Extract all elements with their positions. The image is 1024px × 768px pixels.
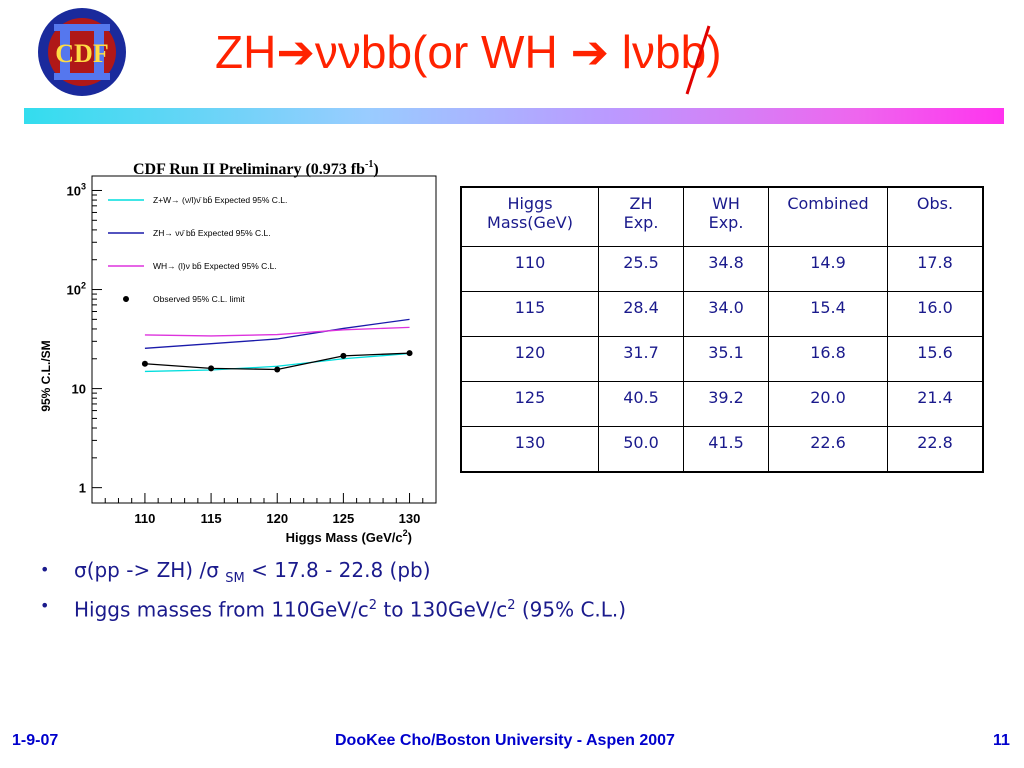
- header-combined: Combined: [768, 186, 888, 247]
- table-cell: 22.6: [768, 426, 888, 473]
- logo-text: CDF: [55, 39, 108, 68]
- x-tick-label: 130: [399, 511, 421, 526]
- table-cell: 40.5: [598, 381, 684, 427]
- title-mid: bb(or WH: [360, 26, 571, 78]
- y-tick-label: 103: [67, 181, 86, 198]
- table-cell: 31.7: [598, 336, 684, 382]
- x-tick-label: 125: [333, 511, 355, 526]
- strike-mark: [685, 25, 711, 95]
- table-cell: 35.1: [683, 336, 769, 382]
- table-cell: 15.6: [887, 336, 984, 382]
- header-wh: WH Exp.: [683, 186, 769, 247]
- data-point: [406, 350, 413, 357]
- y-tick-label: 102: [67, 281, 86, 298]
- table-cell: 41.5: [683, 426, 769, 473]
- header-zh: ZH Exp.: [598, 186, 684, 247]
- title-suffix: bb): [655, 26, 722, 78]
- data-point: [274, 366, 281, 373]
- slide-title: ZH➔ννbb(or WH ➔ lνbb): [215, 22, 722, 82]
- arrow-icon: ➔: [276, 26, 315, 78]
- chart-legend: Z+W→ (ν/l)ν̄ bb̄ Expected 95% C.L. ZH→ νν…: [108, 195, 287, 304]
- cdf-logo: CDF: [38, 8, 126, 96]
- table-row: 110 25.5 34.8 14.9 17.8: [460, 246, 984, 292]
- legend-marker: [123, 296, 129, 302]
- chart-plot-area: [141, 318, 413, 373]
- table-row: 125 40.5 39.2 20.0 21.4: [460, 381, 984, 427]
- table-cell: 14.9: [768, 246, 888, 292]
- table-cell: 16.0: [887, 291, 984, 337]
- table-row: 130 50.0 41.5 22.6 22.8: [460, 426, 984, 473]
- table-cell: 125: [460, 381, 599, 427]
- table-cell: 120: [460, 336, 599, 382]
- x-axis-label: Higgs Mass (GeV/c2): [286, 528, 412, 545]
- table-cell: 110: [460, 246, 599, 292]
- data-point: [208, 365, 215, 372]
- arrow-icon: ➔: [570, 26, 622, 78]
- table-header-row: Higgs Mass(GeV) ZH Exp. WH Exp. Combined Ob…: [460, 186, 984, 247]
- data-point: [141, 360, 148, 367]
- legend-label: ZH→ νν̄ bb̄ Expected 95% C.L.: [153, 228, 271, 238]
- x-tick-label: 115: [201, 511, 222, 526]
- limits-table: Higgs Mass(GeV) ZH Exp. WH Exp. Combined Ob…: [460, 186, 984, 473]
- legend-label: Observed 95% C.L. limit: [153, 294, 245, 304]
- limit-chart: CDF Run II Preliminary (0.973 fb-1) 95% …: [39, 159, 437, 545]
- table-cell: 17.8: [887, 246, 984, 292]
- bullet-marker: •: [40, 560, 50, 579]
- table-cell: 21.4: [887, 381, 984, 427]
- footer-author: DooKee Cho/Boston University - Aspen 200…: [335, 732, 675, 749]
- table-cell: 16.8: [768, 336, 888, 382]
- table-cell: 50.0: [598, 426, 684, 473]
- gradient-divider: [24, 108, 1004, 124]
- y-tick-label: 1: [79, 481, 86, 496]
- table-cell: 130: [460, 426, 599, 473]
- bullet-text: Higgs masses from 110GeV/c2 to 130GeV/c2…: [74, 597, 627, 622]
- title-nu2: ν: [632, 26, 656, 78]
- table-cell: 22.8: [887, 426, 984, 473]
- legend-label: Z+W→ (ν/l)ν̄ bb̄ Expected 95% C.L.: [153, 195, 287, 205]
- title-nu: νν: [314, 26, 361, 78]
- table-cell: 28.4: [598, 291, 684, 337]
- table-cell: 25.5: [598, 246, 684, 292]
- table-cell: 20.0: [768, 381, 888, 427]
- data-point: [340, 352, 347, 359]
- series-line-1: [144, 318, 410, 349]
- title-prefix: ZH: [215, 26, 277, 78]
- title-l: l: [621, 26, 633, 78]
- table-cell: 39.2: [683, 381, 769, 427]
- y-axis-label: 95% C.L./SM: [39, 340, 53, 411]
- table-row: 120 31.7 35.1 16.8 15.6: [460, 336, 984, 382]
- series-line-2: [144, 326, 410, 337]
- x-tick-label: 120: [266, 511, 288, 526]
- footer-page-number: 11: [993, 732, 1010, 749]
- x-tick-label: 110: [134, 511, 155, 526]
- series-line-0: [144, 352, 410, 373]
- table-cell: 34.8: [683, 246, 769, 292]
- table-row: 115 28.4 34.0 15.4 16.0: [460, 291, 984, 337]
- bullet-text: σ(pp -> ZH) /σ SM < 17.8 - 22.8 (pb): [74, 558, 431, 586]
- y-tick-label: 10: [72, 382, 86, 397]
- footer-date: 1-9-07: [12, 732, 59, 749]
- table-cell: 15.4: [768, 291, 888, 337]
- header-obs: Obs.: [887, 186, 984, 247]
- bullet-marker: •: [40, 596, 50, 615]
- legend-label: WH→ (l)ν bb̄ Expected 95% C.L.: [153, 261, 277, 271]
- table-cell: 115: [460, 291, 599, 337]
- chart-title: CDF Run II Preliminary (0.973 fb-1): [133, 159, 379, 178]
- header-mass: Higgs Mass(GeV): [460, 186, 599, 247]
- table-cell: 34.0: [683, 291, 769, 337]
